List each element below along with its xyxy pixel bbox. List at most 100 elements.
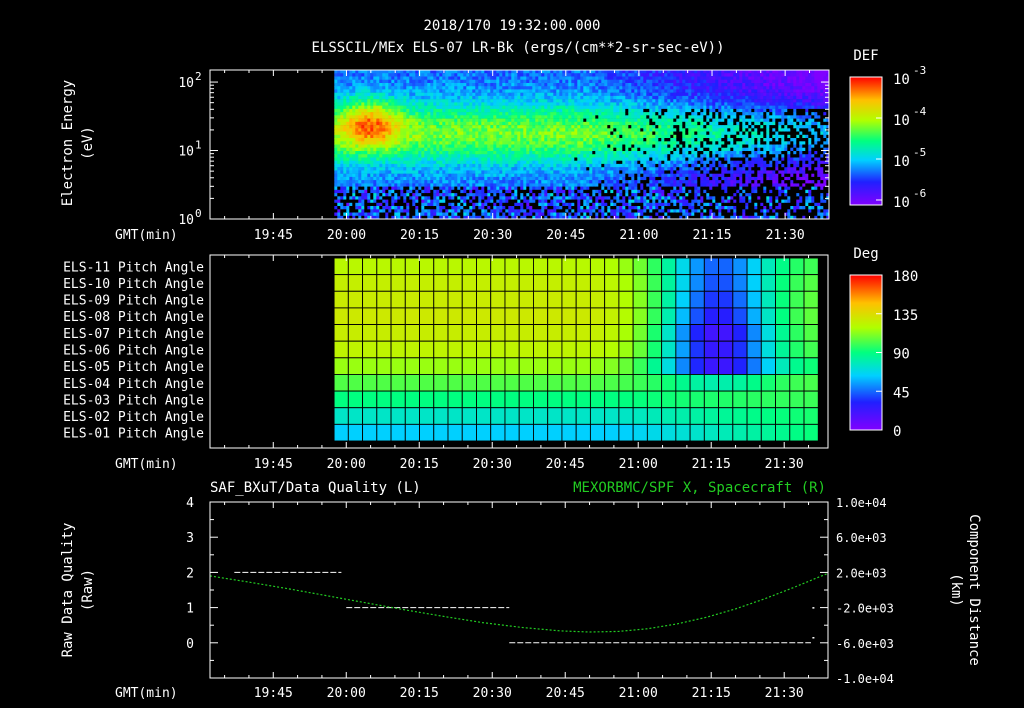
energy-cell xyxy=(511,105,515,110)
energy-cell xyxy=(643,105,647,110)
energy-cell xyxy=(517,105,521,110)
energy-cell xyxy=(361,112,365,116)
energy-cell xyxy=(484,199,488,204)
energy-cell xyxy=(568,134,572,139)
energy-cell xyxy=(658,102,662,106)
energy-cell xyxy=(397,131,401,136)
energy-cell xyxy=(436,125,440,129)
energy-cell xyxy=(436,176,440,181)
energy-cell xyxy=(514,154,518,158)
energy-cell xyxy=(610,202,614,207)
energy-cell xyxy=(529,128,533,132)
energy-cell xyxy=(409,209,413,213)
energy-cell xyxy=(379,128,383,132)
energy-cell xyxy=(433,73,437,77)
energy-cell xyxy=(370,144,374,149)
energy-cell xyxy=(424,112,428,116)
energy-cell xyxy=(550,125,554,129)
energy-cell xyxy=(601,76,605,81)
energy-cell xyxy=(373,193,377,197)
energy-cell xyxy=(619,144,623,149)
energy-cell xyxy=(403,138,407,142)
energy-cell xyxy=(559,154,563,158)
energy-cell xyxy=(454,131,458,136)
energy-cell xyxy=(430,115,434,119)
energy-cell xyxy=(556,196,560,200)
energy-cell xyxy=(484,186,488,191)
energy-cell xyxy=(418,134,422,139)
energy-cell xyxy=(460,79,464,84)
energy-cell xyxy=(409,189,413,194)
energy-cell xyxy=(337,108,341,113)
energy-cell xyxy=(469,76,473,81)
energy-cell xyxy=(475,209,479,213)
energy-cell xyxy=(343,79,347,84)
energy-cell xyxy=(586,131,590,136)
energy-cell xyxy=(562,131,566,136)
energy-cell xyxy=(526,209,530,213)
energy-cell xyxy=(517,115,521,119)
energy-cell xyxy=(592,151,596,155)
energy-cell xyxy=(457,186,461,191)
energy-cell xyxy=(340,121,344,126)
energy-cell xyxy=(421,167,425,171)
energy-cell xyxy=(568,76,572,81)
energy-cell xyxy=(502,92,506,97)
energy-cell xyxy=(502,118,506,123)
energy-cell xyxy=(391,70,395,74)
energy-cell xyxy=(532,118,536,123)
energy-cell xyxy=(649,141,653,145)
energy-cell xyxy=(385,157,389,162)
energy-cell xyxy=(439,128,443,132)
energy-cell xyxy=(595,128,599,132)
energy-cell xyxy=(484,131,488,136)
energy-cell xyxy=(541,215,545,219)
energy-cell xyxy=(652,83,656,87)
energy-cell xyxy=(445,209,449,213)
energy-cell xyxy=(421,183,425,187)
energy-cell xyxy=(463,151,467,155)
energy-cell xyxy=(643,199,647,204)
energy-cell xyxy=(535,118,539,123)
energy-cell xyxy=(394,144,398,149)
energy-cell xyxy=(457,180,461,184)
energy-cell xyxy=(355,193,359,197)
energy-cell xyxy=(478,138,482,142)
energy-cell xyxy=(373,95,377,100)
energy-cell xyxy=(532,206,536,210)
energy-cell xyxy=(406,196,410,200)
energy-cell xyxy=(544,73,548,77)
energy-cell xyxy=(484,183,488,187)
energy-cell xyxy=(457,105,461,110)
energy-cell xyxy=(496,89,500,93)
energy-cell xyxy=(535,125,539,129)
energy-cell xyxy=(658,108,662,113)
energy-cell xyxy=(565,115,569,119)
energy-cell xyxy=(349,170,353,174)
energy-cell xyxy=(343,108,347,113)
energy-cell xyxy=(472,102,476,106)
energy-cell xyxy=(571,173,575,178)
energy-cell xyxy=(520,170,524,174)
energy-cell xyxy=(373,202,377,207)
energy-cell xyxy=(562,86,566,90)
energy-cell xyxy=(457,83,461,87)
energy-cell xyxy=(610,212,614,217)
energy-cell xyxy=(511,83,515,87)
energy-cell xyxy=(523,163,527,168)
energy-cell xyxy=(568,86,572,90)
energy-cell xyxy=(352,154,356,158)
energy-cell xyxy=(508,154,512,158)
energy-cell xyxy=(565,167,569,171)
energy-cell xyxy=(538,108,542,113)
energy-cell xyxy=(334,79,338,84)
energy-cell xyxy=(601,189,605,194)
energy-cell xyxy=(565,95,569,100)
energy-cell xyxy=(601,141,605,145)
energy-cell xyxy=(622,79,626,84)
energy-cell xyxy=(619,95,623,100)
energy-cell xyxy=(541,186,545,191)
energy-cell xyxy=(418,131,422,136)
energy-cell xyxy=(586,105,590,110)
energy-cell xyxy=(556,209,560,213)
